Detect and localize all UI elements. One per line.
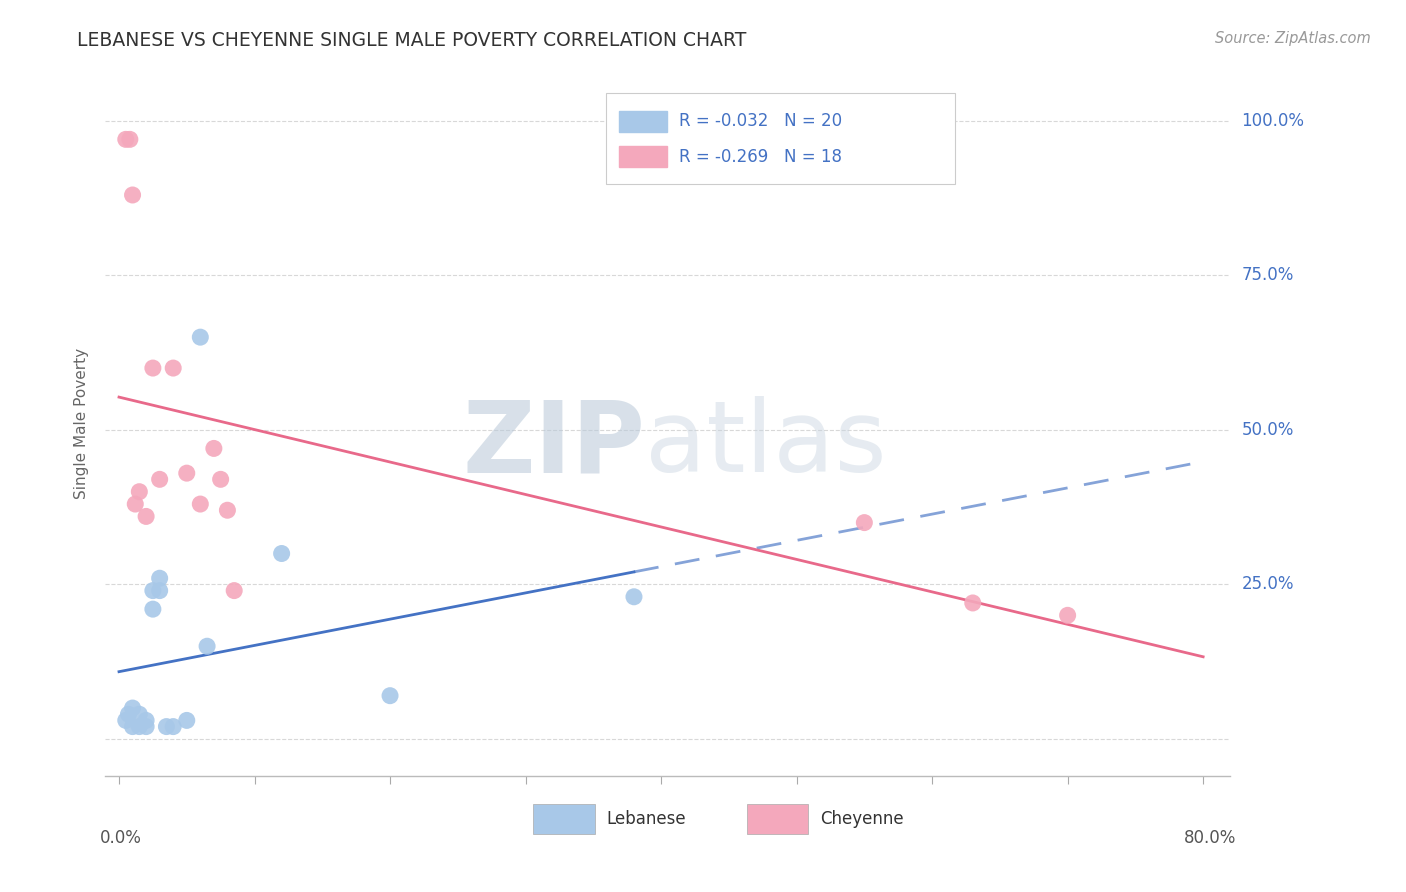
Text: atlas: atlas: [645, 396, 887, 493]
Text: Lebanese: Lebanese: [606, 810, 686, 828]
Point: [135, 509, 157, 524]
Y-axis label: Single Male Poverty: Single Male Poverty: [75, 348, 90, 500]
Text: 25.0%: 25.0%: [1241, 575, 1294, 593]
Text: ZIP: ZIP: [463, 396, 645, 493]
Point: [142, 583, 165, 598]
Point: [135, 714, 157, 728]
Point: [162, 361, 184, 376]
Point: [128, 484, 150, 499]
Point: [149, 571, 172, 585]
Point: [853, 516, 876, 530]
Text: 100.0%: 100.0%: [1241, 112, 1305, 130]
Point: [121, 720, 143, 734]
Point: [623, 590, 645, 604]
FancyBboxPatch shape: [620, 111, 666, 132]
Point: [202, 442, 225, 456]
Point: [209, 472, 232, 486]
Point: [188, 497, 211, 511]
Point: [142, 361, 165, 376]
Text: LEBANESE VS CHEYENNE SINGLE MALE POVERTY CORRELATION CHART: LEBANESE VS CHEYENNE SINGLE MALE POVERTY…: [77, 31, 747, 50]
Point: [378, 689, 401, 703]
Point: [124, 497, 146, 511]
FancyBboxPatch shape: [533, 805, 595, 834]
Point: [270, 547, 292, 561]
Point: [149, 472, 172, 486]
Point: [117, 707, 139, 722]
Text: Source: ZipAtlas.com: Source: ZipAtlas.com: [1215, 31, 1371, 46]
Point: [217, 503, 239, 517]
Point: [224, 583, 246, 598]
Point: [114, 714, 136, 728]
Text: R = -0.269   N = 18: R = -0.269 N = 18: [679, 148, 842, 166]
Text: Cheyenne: Cheyenne: [820, 810, 903, 828]
Point: [118, 132, 141, 146]
FancyBboxPatch shape: [747, 805, 808, 834]
Text: 0.0%: 0.0%: [100, 829, 142, 847]
Point: [114, 132, 136, 146]
Text: 50.0%: 50.0%: [1241, 421, 1294, 439]
Point: [128, 707, 150, 722]
Point: [121, 701, 143, 715]
Point: [142, 602, 165, 616]
Point: [1056, 608, 1078, 623]
Point: [121, 188, 143, 202]
Point: [149, 583, 172, 598]
FancyBboxPatch shape: [620, 146, 666, 167]
Point: [135, 720, 157, 734]
Text: R = -0.032   N = 20: R = -0.032 N = 20: [679, 112, 842, 130]
Point: [162, 720, 184, 734]
Point: [176, 714, 198, 728]
Point: [188, 330, 211, 344]
Point: [155, 720, 177, 734]
Text: 75.0%: 75.0%: [1241, 267, 1294, 285]
Point: [962, 596, 984, 610]
FancyBboxPatch shape: [606, 93, 955, 184]
Point: [195, 639, 218, 653]
Point: [176, 466, 198, 480]
Point: [128, 720, 150, 734]
Text: 80.0%: 80.0%: [1184, 829, 1236, 847]
